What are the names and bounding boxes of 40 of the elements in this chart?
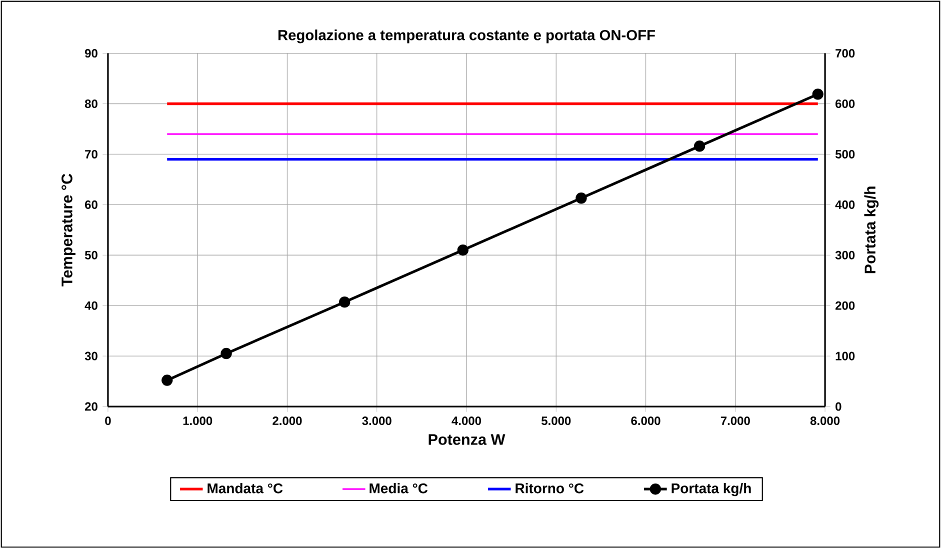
y2-tick-label: 700 <box>836 48 855 58</box>
x-tick-label: 3.000 <box>362 416 392 425</box>
point <box>457 244 469 256</box>
y-tick-label: 30 <box>84 352 98 360</box>
y2-tick-label: 0 <box>836 402 842 411</box>
point <box>162 374 173 386</box>
y-tick-label: 50 <box>84 250 98 260</box>
y-tick-label: 20 <box>84 402 98 411</box>
x-tick-label: 0 <box>105 416 111 425</box>
point <box>812 88 824 100</box>
chart-title: Regolazione a temperatura costante e portata ON-OFF <box>278 29 655 44</box>
y-tick-label: 90 <box>84 48 98 58</box>
point <box>339 296 350 308</box>
y-tick-label: 70 <box>85 150 98 158</box>
x-tick-label: 2.000 <box>272 416 302 425</box>
legend-label: Ritorno °C <box>516 482 584 494</box>
y2-tick-label: 200 <box>835 301 855 310</box>
y-axis-title: Temperature °C <box>62 174 76 286</box>
y2-tick-label: 100 <box>836 352 855 360</box>
x-tick-label: 7.000 <box>720 416 750 425</box>
point <box>576 192 587 204</box>
legend-label: Portata kg/h <box>672 482 751 496</box>
x-tick-label: 5.000 <box>542 416 571 425</box>
y2-tick-label: 500 <box>835 150 855 158</box>
x-tick-label: 4.000 <box>452 416 482 425</box>
x-tick-label: 1.000 <box>183 416 212 425</box>
x-tick-label: 8.000 <box>810 416 840 425</box>
y-tick-label: 80 <box>84 99 98 108</box>
legend-label: Mandata °C <box>208 482 283 494</box>
x-tick-label: 6.000 <box>631 416 660 425</box>
y-tick-label: 40 <box>84 301 98 310</box>
y2-tick-label: 600 <box>836 99 855 108</box>
legend-label: Media °C <box>370 482 428 494</box>
y2-tick-label: 400 <box>835 200 855 209</box>
x-axis-title: Potenza W <box>428 434 506 445</box>
point <box>220 348 232 359</box>
y-tick-label: 60 <box>85 200 98 209</box>
y2-tick-label: 300 <box>835 250 855 260</box>
point <box>694 140 706 152</box>
y2-axis-title: Portata kg/h <box>864 186 879 273</box>
